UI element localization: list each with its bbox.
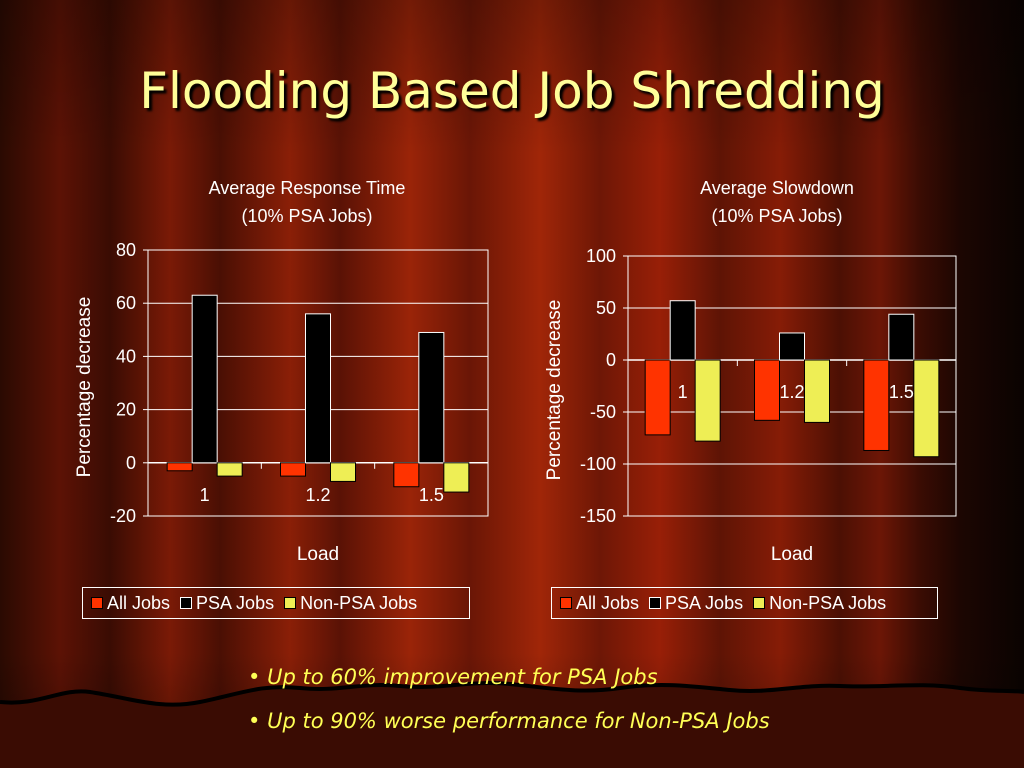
bullet-text: Up to 60% improvement for PSA Jobs xyxy=(267,665,658,689)
bullet-text: Up to 90% worse performance for Non-PSA … xyxy=(267,709,770,733)
legend-swatch-psa-jobs xyxy=(649,597,662,609)
plot-area xyxy=(627,255,957,517)
bullet-item: • Up to 90% worse performance for Non-PS… xyxy=(248,706,770,750)
legend-item-all-jobs: All Jobs xyxy=(560,593,639,614)
y-tick-label: 80 xyxy=(116,240,136,260)
legend-label-psa-jobs: PSA Jobs xyxy=(196,592,275,613)
y-tick-label: -100 xyxy=(580,454,616,474)
bar-psa-jobs xyxy=(669,300,696,361)
legend-item-psa-jobs: PSA Jobs xyxy=(649,593,743,614)
y-axis-label: Percentage decrease xyxy=(544,300,565,481)
bar-non-psa-jobs xyxy=(330,462,356,482)
legend-label-psa-jobs: PSA Jobs xyxy=(665,592,744,613)
legend-swatch-non-psa-jobs xyxy=(284,597,297,609)
chart-title-line2: (10% PSA Jobs) xyxy=(241,206,372,226)
bar-psa-jobs xyxy=(191,294,218,464)
y-tick-label: -20 xyxy=(110,506,136,526)
bar-all-jobs xyxy=(280,462,306,477)
slowdown-legend: All Jobs PSA Jobs Non-PSA Jobs xyxy=(551,587,938,619)
bar-all-jobs xyxy=(644,359,671,436)
x-axis-label: Load xyxy=(771,544,813,565)
bar-all-jobs xyxy=(863,359,890,451)
stage-floor xyxy=(0,681,1024,768)
slowdown-chart: Average Slowdown (10% PSA Jobs) -150 -100 -5… xyxy=(544,178,957,565)
legend-label-non-psa-jobs: Non-PSA Jobs xyxy=(769,592,887,613)
bar-non-psa-jobs xyxy=(216,462,243,477)
bar-psa-jobs xyxy=(305,313,331,464)
chart-title-line1: Average Slowdown xyxy=(700,178,854,198)
bar-all-jobs xyxy=(754,359,780,421)
legend-swatch-non-psa-jobs xyxy=(753,597,766,609)
legend-label-all-jobs: All Jobs xyxy=(576,592,640,613)
bar-non-psa-jobs xyxy=(804,359,830,423)
y-tick-label: 60 xyxy=(116,293,136,313)
legend-swatch-psa-jobs xyxy=(180,597,193,609)
bar-psa-jobs xyxy=(418,331,445,464)
bar-non-psa-jobs xyxy=(913,359,940,458)
bar-psa-jobs xyxy=(888,313,915,361)
y-tick-label: 50 xyxy=(596,298,616,318)
bar-non-psa-jobs xyxy=(443,462,470,493)
bullet-item: • Up to 60% improvement for PSA Jobs xyxy=(248,662,770,706)
legend-swatch-all-jobs xyxy=(91,597,103,609)
y-tick-label: 0 xyxy=(606,350,616,370)
legend-item-non-psa-jobs: Non-PSA Jobs xyxy=(753,593,886,614)
bullet-marker: • xyxy=(248,709,261,733)
bar-all-jobs xyxy=(393,462,420,488)
response-time-legend: All Jobs PSA Jobs Non-PSA Jobs xyxy=(82,587,470,619)
slide-title: Flooding Based Job Shredding xyxy=(139,62,885,120)
bar-non-psa-jobs xyxy=(694,359,721,442)
legend-swatch-all-jobs xyxy=(560,597,572,609)
legend-item-psa-jobs: PSA Jobs xyxy=(180,593,274,614)
plot-area xyxy=(147,249,489,517)
y-tick-label: 100 xyxy=(586,246,616,266)
legend-label-all-jobs: All Jobs xyxy=(107,592,171,613)
x-axis-label: Load xyxy=(297,544,339,565)
y-tick-label: -50 xyxy=(590,402,616,422)
x-tick-label: 1 xyxy=(678,382,688,402)
x-tick-label: 1 xyxy=(200,485,210,505)
chart-title-line2: (10% PSA Jobs) xyxy=(711,206,842,226)
chart-title-line1: Average Response Time xyxy=(209,178,406,198)
bullet-marker: • xyxy=(248,665,261,689)
x-tick-label: 1.5 xyxy=(889,382,914,402)
x-tick-label: 1.2 xyxy=(305,485,330,505)
response-time-chart: Average Response Time (10% PSA Jobs) -20 0 2… xyxy=(74,178,489,565)
legend-item-all-jobs: All Jobs xyxy=(91,593,170,614)
legend-item-non-psa-jobs: Non-PSA Jobs xyxy=(284,593,417,614)
y-tick-label: 20 xyxy=(116,400,136,420)
bar-all-jobs xyxy=(166,462,193,472)
legend-label-non-psa-jobs: Non-PSA Jobs xyxy=(300,592,418,613)
y-tick-label: -150 xyxy=(580,506,616,526)
y-axis-label: Percentage decrease xyxy=(74,297,95,478)
x-tick-label: 1.2 xyxy=(779,382,804,402)
x-tick-label: 1.5 xyxy=(419,485,444,505)
y-tick-label: 0 xyxy=(126,453,136,473)
bar-psa-jobs xyxy=(779,332,805,361)
bullet-list: • Up to 60% improvement for PSA Jobs • U… xyxy=(248,662,770,750)
y-tick-label: 40 xyxy=(116,346,136,366)
